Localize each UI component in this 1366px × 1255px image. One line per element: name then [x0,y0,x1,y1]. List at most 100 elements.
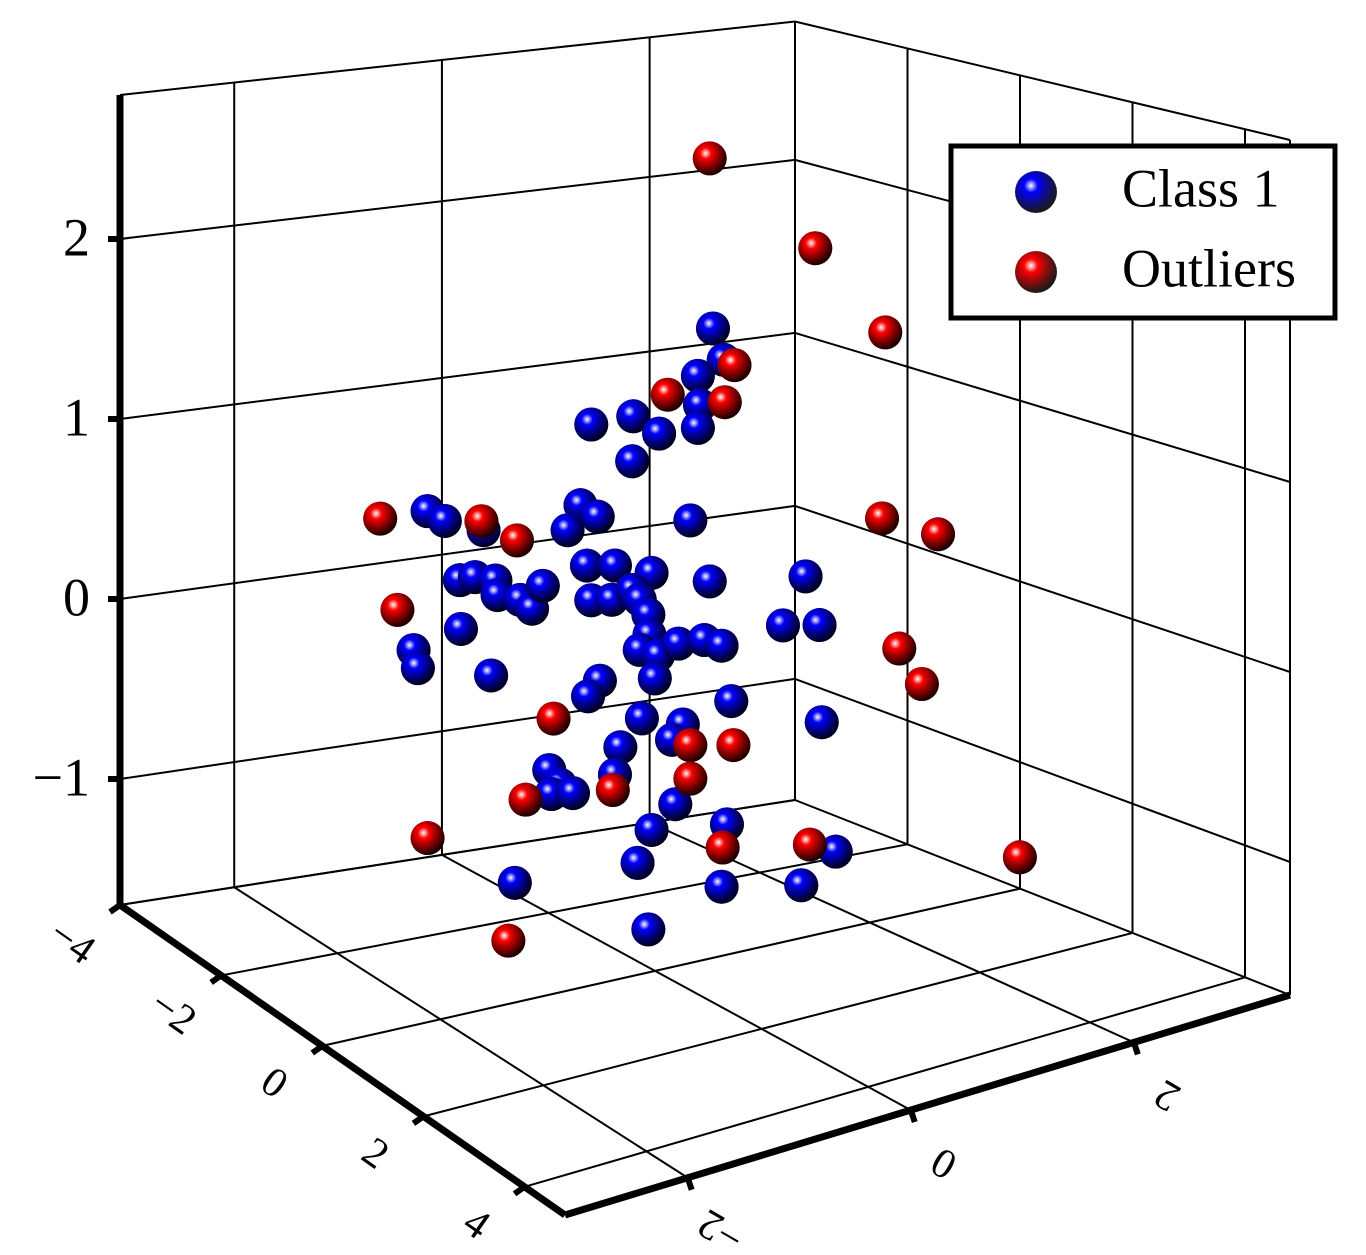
point [499,523,534,558]
point-marker [631,912,666,947]
point-marker [798,231,833,266]
point-marker [804,705,839,740]
point-marker [597,548,632,583]
point-marker [615,444,650,479]
point [574,407,609,442]
point-marker [595,772,630,807]
point [400,651,435,686]
point [868,315,903,350]
point [443,611,478,646]
point [673,761,708,796]
point-marker [818,834,853,869]
point-marker [550,513,585,548]
point-marker [882,631,917,666]
point-marker [673,761,708,796]
point-marker [569,548,604,583]
point-marker [717,348,752,383]
point [695,311,730,346]
point [363,501,398,536]
point [595,772,630,807]
point [904,666,939,701]
point-marker [714,684,749,719]
point-marker [474,658,509,693]
grid-line [233,886,689,1179]
point-marker [580,499,615,534]
points [363,141,1037,958]
grid-line [794,677,1291,863]
point-marker [680,358,715,393]
point-marker [904,666,939,701]
point [603,730,638,765]
y-tick-label: −2 [142,981,205,1044]
point-marker [508,782,543,817]
x-axis [563,991,1292,1219]
grid-line [119,677,796,780]
point [707,385,742,420]
point-marker [658,787,693,822]
x-tick-label: 0 [923,1138,964,1188]
point-marker [692,141,727,176]
point [631,912,666,947]
legend-label: Class 1 [1122,158,1280,218]
point [692,564,727,599]
point-marker [1002,840,1037,875]
y-tick [209,972,223,985]
point-marker [704,628,739,663]
y-tick-label: 2 [354,1129,398,1179]
z-tick-label: −1 [33,747,90,807]
point [921,517,956,552]
point-marker [603,730,638,765]
point [525,568,560,603]
point [555,776,590,811]
point [410,821,445,856]
point [865,501,900,536]
point [380,592,415,627]
point-marker [642,416,677,451]
point-marker [525,568,560,603]
point [624,701,659,736]
point-marker [716,728,751,763]
z-tick-label: 1 [63,387,90,447]
point-marker [921,517,956,552]
point [508,782,543,817]
grid-line [119,158,796,240]
point-marker [680,410,715,445]
point [704,628,739,663]
grid-line [524,976,1246,1188]
point [704,869,739,904]
grid-line [794,331,1291,483]
point-marker [788,559,823,594]
point-marker [634,812,669,847]
grid-line [322,887,1021,1047]
grid-line [119,331,796,420]
point [1002,840,1037,875]
point [616,399,651,434]
point [717,348,752,383]
point [882,631,917,666]
point [569,548,604,583]
point-marker [673,503,708,538]
point [673,503,708,538]
point-marker [802,608,837,643]
z-tick-label: 2 [63,207,90,267]
y-tick-label: 4 [455,1199,499,1249]
point-marker [620,845,655,880]
point [497,865,532,900]
point-marker [571,679,606,714]
point [550,513,585,548]
point-marker [707,385,742,420]
point [658,787,693,822]
point-marker [497,865,532,900]
frame-line [794,799,1291,996]
point-marker [624,701,659,736]
point [680,358,715,393]
point-marker [865,501,900,536]
point-marker [410,821,445,856]
y-tick [411,1113,426,1126]
point [792,827,827,862]
legend-box [948,143,1338,321]
point-marker [705,830,740,865]
legend-label: Outliers [1122,238,1296,298]
point-marker [616,399,651,434]
